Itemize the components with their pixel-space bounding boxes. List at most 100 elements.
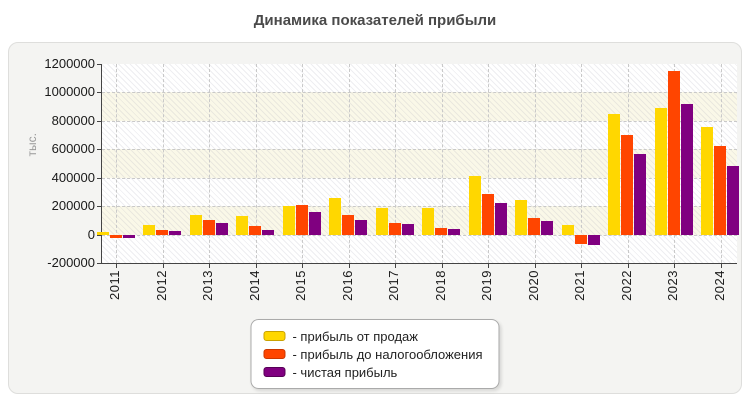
legend-item: - чистая прибыль xyxy=(263,363,482,381)
x-tick-mark xyxy=(255,263,257,268)
x-tick-mark xyxy=(441,263,443,268)
bar-2023-s2 xyxy=(680,103,693,235)
legend-box: - прибыль от продаж - прибыль до налогооб… xyxy=(250,319,500,389)
v-gridline xyxy=(488,64,489,263)
v-gridline xyxy=(209,64,210,263)
x-tick-label: 2021 xyxy=(572,270,587,301)
bar-2014-s2 xyxy=(262,230,274,235)
x-tick-mark xyxy=(348,263,350,268)
h-gridline xyxy=(102,234,737,236)
v-gridline xyxy=(255,64,257,263)
v-gridline xyxy=(441,64,443,263)
bar-2016-s2 xyxy=(355,219,367,235)
bar-2012-s1 xyxy=(156,230,168,235)
bar-2022-s1 xyxy=(621,135,633,235)
legend-swatch xyxy=(263,349,286,359)
v-gridline xyxy=(302,64,303,263)
bar-2023-s1 xyxy=(667,71,680,235)
bar-2020-s2 xyxy=(541,221,553,235)
bar-2017-s0 xyxy=(375,208,388,235)
y-tick-label: -200000 xyxy=(47,255,95,270)
y-tick-mark xyxy=(97,92,102,94)
legend-item: - прибыль до налогообложения xyxy=(263,345,483,363)
bar-2021-s2 xyxy=(587,234,600,246)
bar-2018-s0 xyxy=(422,208,434,235)
x-tick-mark xyxy=(302,263,303,268)
legend-swatch xyxy=(263,331,286,341)
h-gridline xyxy=(102,177,737,179)
y-tick-mark xyxy=(97,149,102,151)
bar-2020-s1 xyxy=(528,217,540,235)
bar-2013-s1 xyxy=(202,220,215,235)
h-gridline xyxy=(102,149,737,151)
x-tick-label: 2022 xyxy=(618,270,634,301)
bar-2020-s0 xyxy=(515,200,527,235)
bar-2012-s2 xyxy=(169,231,181,235)
bar-2014-s0 xyxy=(236,216,248,235)
x-tick-label: 2018 xyxy=(432,270,448,301)
bar-2021-s1 xyxy=(574,234,587,244)
bar-2013-s0 xyxy=(189,214,202,235)
bar-2013-s2 xyxy=(215,223,228,235)
bar-2015-s2 xyxy=(308,211,321,235)
bar-2024-s2 xyxy=(727,165,739,235)
plot-band xyxy=(102,234,737,263)
plot-area xyxy=(96,64,739,268)
bar-2014-s1 xyxy=(249,226,261,235)
x-tick-mark xyxy=(209,263,210,268)
bar-2018-s1 xyxy=(435,228,447,235)
bar-2017-s2 xyxy=(401,223,414,235)
x-tick-mark xyxy=(162,263,164,268)
x-tick-label: 2016 xyxy=(339,270,355,301)
v-gridline xyxy=(395,64,396,263)
bar-2016-s1 xyxy=(342,215,354,235)
bar-2022-s2 xyxy=(634,153,646,235)
v-gridline xyxy=(116,64,117,263)
bar-2011-s2 xyxy=(122,234,135,239)
x-tick-label: 2014 xyxy=(246,270,262,301)
bar-2015-s0 xyxy=(282,206,295,235)
v-gridline xyxy=(534,64,536,263)
bar-2019-s2 xyxy=(494,202,507,235)
h-gridline xyxy=(102,206,737,208)
bar-2021-s0 xyxy=(561,224,574,235)
y-tick-mark xyxy=(97,120,102,122)
x-tick-mark xyxy=(627,263,629,268)
plot-band xyxy=(102,92,737,121)
x-tick-label: 2019 xyxy=(479,270,494,301)
legend-label: - прибыль от продаж xyxy=(292,328,418,344)
bar-2015-s1 xyxy=(295,204,308,235)
y-tick-mark xyxy=(97,206,102,208)
plot-band xyxy=(102,64,737,93)
bar-2024-s1 xyxy=(714,146,726,235)
x-tick-label: 2024 xyxy=(711,270,727,301)
x-tick-label: 2011 xyxy=(107,270,122,300)
y-tick-mark xyxy=(97,263,102,264)
h-gridline xyxy=(102,92,737,94)
x-tick-mark xyxy=(534,263,536,268)
bar-2023-s0 xyxy=(654,108,667,235)
x-tick-label: 2013 xyxy=(200,270,215,301)
x-tick-label: 2017 xyxy=(386,270,401,301)
y-tick-label: 1200000 xyxy=(44,56,95,71)
x-tick-mark xyxy=(674,263,675,268)
bar-2024-s0 xyxy=(701,126,713,235)
chart-title: Динамика показателей прибыли xyxy=(253,12,497,29)
chart-panel: тыс. 1200000 1000000 800000 600000 400000 200… xyxy=(8,42,742,394)
x-tick-label: 2015 xyxy=(293,270,308,301)
y-tick-label: 0 xyxy=(87,226,95,242)
legend-label: - чистая прибыль xyxy=(292,364,398,380)
y-tick-label: 800000 xyxy=(51,112,95,128)
bar-2011-s1 xyxy=(109,234,122,239)
bar-2019-s0 xyxy=(468,175,481,235)
bar-2019-s1 xyxy=(481,194,494,235)
y-tick-label: 400000 xyxy=(51,169,95,185)
legend-item: - прибыль от продаж xyxy=(263,327,482,345)
bar-2017-s1 xyxy=(388,223,401,235)
x-tick-label: 2023 xyxy=(665,270,680,301)
v-gridline xyxy=(162,64,164,263)
y-tick-label: 600000 xyxy=(51,141,95,157)
bar-2012-s0 xyxy=(143,224,155,235)
v-gridline xyxy=(348,64,350,263)
y-tick-mark xyxy=(97,177,102,179)
